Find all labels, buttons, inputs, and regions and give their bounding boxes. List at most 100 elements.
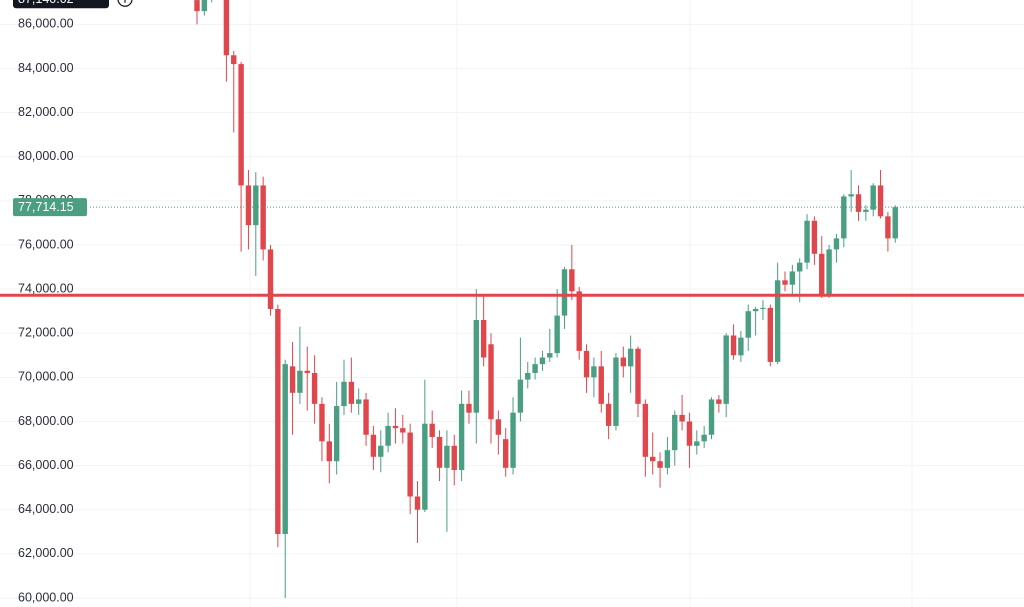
candle-body xyxy=(319,403,325,442)
candle-body xyxy=(333,406,340,462)
y-tick-label: 76,000.00 xyxy=(18,237,74,251)
candle-body xyxy=(422,423,428,510)
candle-body xyxy=(576,291,582,351)
candle-body xyxy=(363,399,369,435)
y-tick-label: 82,000.00 xyxy=(18,105,74,119)
candle-body xyxy=(833,238,840,250)
candle-body xyxy=(583,350,590,378)
candle-body xyxy=(745,311,751,338)
candle-body xyxy=(613,357,619,426)
candle-body xyxy=(569,269,575,292)
candle-body xyxy=(686,421,693,446)
candle-body xyxy=(341,381,347,407)
current-price-label: 77,714.15 xyxy=(18,200,74,214)
candle-body xyxy=(554,315,560,354)
y-tick-label: 62,000.00 xyxy=(18,546,74,560)
candle-body xyxy=(466,403,472,413)
candle-body xyxy=(620,357,626,367)
y-tick-label: 68,000.00 xyxy=(18,414,74,428)
candle-body xyxy=(245,185,252,226)
top-price-box xyxy=(13,0,109,9)
candle-body xyxy=(451,445,457,471)
candle-body xyxy=(885,216,891,239)
candle-body xyxy=(480,320,487,358)
candle-body xyxy=(473,320,479,413)
candle-body xyxy=(730,335,737,356)
candle-body xyxy=(591,366,597,378)
candle-body xyxy=(297,370,303,393)
candle-body xyxy=(804,220,810,263)
candle-body xyxy=(819,253,825,296)
candle-body xyxy=(385,425,391,446)
candle-body xyxy=(760,307,766,309)
candle-body xyxy=(635,348,641,404)
candle-body xyxy=(598,366,604,404)
candle-body xyxy=(282,364,288,535)
candle-body xyxy=(723,335,729,404)
candle-body xyxy=(326,441,332,462)
candle-body xyxy=(863,209,869,212)
candle-body xyxy=(664,450,671,468)
candle-body xyxy=(650,456,656,462)
candle-body xyxy=(275,308,281,535)
candle-body xyxy=(841,196,847,239)
candle-body xyxy=(429,423,435,437)
candle-body xyxy=(238,64,244,186)
candle-body xyxy=(782,280,788,285)
candle-body xyxy=(774,280,781,362)
candle-body xyxy=(811,220,818,254)
candle-body xyxy=(657,461,663,468)
candle-body xyxy=(348,381,355,404)
candle-body xyxy=(877,185,884,217)
candle-body xyxy=(356,399,362,404)
candle-body xyxy=(789,271,796,285)
y-tick-label: 84,000.00 xyxy=(18,61,74,75)
candle-body xyxy=(605,403,612,426)
candle-body xyxy=(378,445,384,457)
candle-body xyxy=(547,353,553,358)
top-price-label: 87,140.02 xyxy=(18,0,74,6)
candle-body xyxy=(201,0,208,12)
candle-body xyxy=(627,348,634,367)
candle-body xyxy=(672,414,678,451)
candle-body xyxy=(694,441,700,446)
candle-body xyxy=(260,185,266,250)
candle-body xyxy=(304,370,310,373)
candle-body xyxy=(488,344,494,420)
candle-body xyxy=(223,0,230,56)
candle-body xyxy=(444,445,450,468)
candle-body xyxy=(679,414,685,422)
candle-body xyxy=(400,428,406,433)
candle-body xyxy=(495,419,502,435)
y-tick-label: 72,000.00 xyxy=(18,326,74,340)
candle-body xyxy=(642,403,649,457)
candle-body xyxy=(458,403,465,471)
y-tick-label: 66,000.00 xyxy=(18,458,74,472)
candle-body xyxy=(311,372,318,404)
candle-body xyxy=(370,434,377,457)
candle-body xyxy=(532,364,538,373)
candle-body xyxy=(436,436,443,468)
candle-body xyxy=(870,185,876,210)
y-tick-label: 86,000.00 xyxy=(18,17,74,31)
candle-body xyxy=(503,439,509,468)
candle-body xyxy=(767,307,773,362)
candle-body xyxy=(752,308,759,312)
candle-body xyxy=(855,194,862,212)
candle-body xyxy=(561,269,568,316)
candle-body xyxy=(510,412,516,468)
candle-body xyxy=(708,399,715,435)
candle-body xyxy=(525,372,531,380)
candle-body xyxy=(517,379,524,413)
candle-body xyxy=(797,262,803,272)
candle-body xyxy=(414,496,421,510)
candle-body xyxy=(701,434,707,442)
time-grid xyxy=(249,0,913,607)
candle-body xyxy=(253,185,259,226)
y-tick-label: 64,000.00 xyxy=(18,502,74,516)
candle-body xyxy=(826,249,832,296)
current-price-box xyxy=(13,198,87,217)
candle-body xyxy=(738,337,744,356)
candle-body xyxy=(407,432,413,497)
